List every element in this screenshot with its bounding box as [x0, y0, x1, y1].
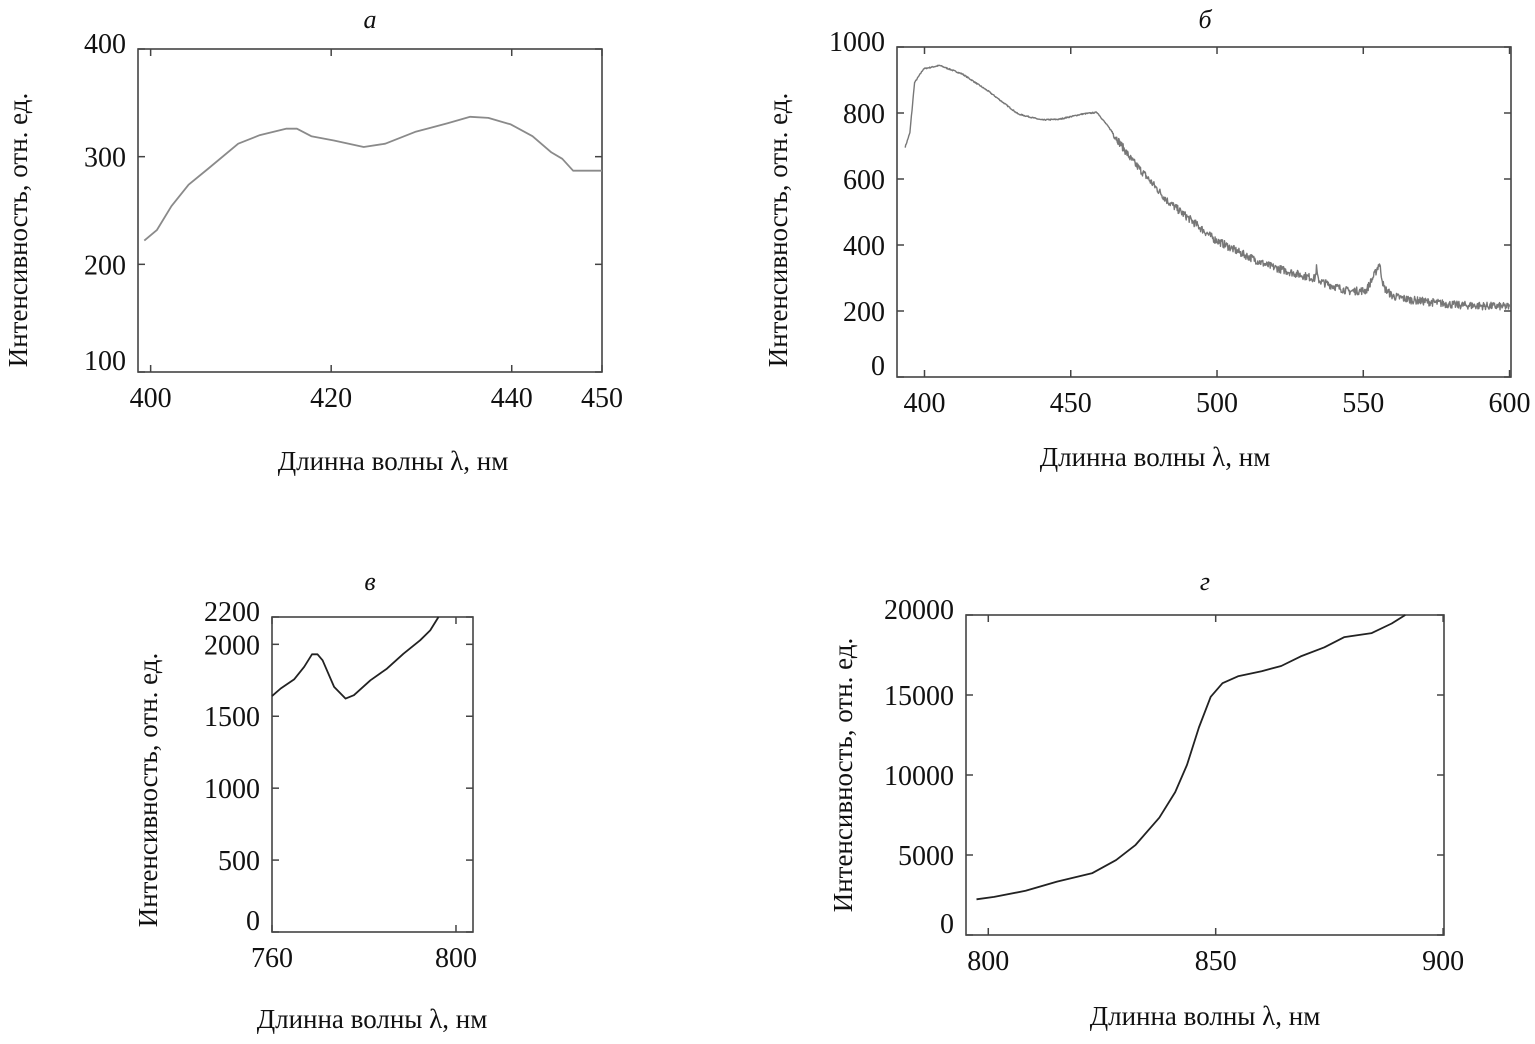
y-axis-label: Интенсивность, отн. ед. [3, 93, 33, 368]
y-tick-label: 2200 [204, 597, 260, 628]
panel-title: б [1198, 5, 1212, 34]
x-tick-label: 600 [1489, 388, 1531, 419]
plot-frame [271, 616, 474, 933]
x-tick-label: 420 [310, 383, 352, 414]
y-tick-label: 1500 [204, 702, 260, 733]
x-axis-label: Длинна волны λ, нм [278, 446, 509, 476]
x-tick-label: 450 [581, 383, 623, 414]
spectrum-line [904, 64, 1511, 311]
x-tick-label: 400 [903, 388, 945, 419]
panel-а: а 400 420 440 450 100 200 300 400 Длинна волны λ,… [3, 5, 623, 476]
x-axis-label: Длинна волны λ, нм [1040, 442, 1271, 472]
x-tick-label: 500 [1196, 388, 1238, 419]
x-tick-label: 440 [491, 383, 533, 414]
y-tick-label: 0 [940, 909, 954, 940]
y-tick-label: 100 [84, 346, 126, 377]
x-tick-label: 800 [967, 946, 1009, 977]
y-tick-label: 0 [246, 906, 260, 937]
x-tick-label: 760 [251, 943, 293, 974]
y-tick-label: 800 [843, 99, 885, 130]
x-tick-label: 900 [1422, 946, 1464, 977]
spectrum-line [271, 616, 440, 700]
y-tick-label: 1000 [829, 27, 885, 58]
panel-title: г [1200, 567, 1210, 596]
spectrum-line [143, 115, 602, 242]
x-axis-label: Длинна волны λ, нм [257, 1004, 488, 1034]
y-tick-label: 600 [843, 165, 885, 196]
panel-г: г 800 850 900 0 5000 10000 15000 20000 Длинна вол… [828, 567, 1464, 1031]
y-tick-label: 20000 [884, 595, 954, 626]
y-tick-label: 15000 [884, 681, 954, 712]
y-tick-label: 300 [84, 143, 126, 174]
y-tick-label: 400 [84, 29, 126, 60]
panel-б: б 400 450 500 550 600 0 200 400 600 800 1000 Длинна … [763, 5, 1531, 472]
plot-frame [137, 48, 603, 373]
x-tick-label: 450 [1050, 388, 1092, 419]
x-axis-label: Длинна волны λ, нм [1090, 1001, 1321, 1031]
x-tick-label: 400 [130, 383, 172, 414]
y-tick-label: 10000 [884, 761, 954, 792]
y-axis-label: Интенсивность, отн. ед. [828, 638, 858, 913]
y-tick-label: 200 [843, 297, 885, 328]
y-tick-label: 2000 [204, 630, 260, 661]
y-axis-label: Интенсивность, отн. ед. [133, 653, 163, 928]
y-tick-label: 5000 [898, 841, 954, 872]
x-tick-label: 800 [435, 943, 477, 974]
x-tick-label: 550 [1342, 388, 1384, 419]
panel-title: а [364, 5, 377, 34]
y-tick-label: 500 [218, 846, 260, 877]
y-tick-label: 0 [871, 351, 885, 382]
plot-frame [896, 46, 1512, 378]
panel-title: в [364, 567, 375, 596]
y-tick-label: 400 [843, 231, 885, 262]
spectrum-line [976, 614, 1406, 901]
y-tick-label: 200 [84, 250, 126, 281]
y-tick-label: 1000 [204, 774, 260, 805]
x-tick-label: 850 [1195, 946, 1237, 977]
y-axis-label: Интенсивность, отн. ед. [763, 93, 793, 368]
